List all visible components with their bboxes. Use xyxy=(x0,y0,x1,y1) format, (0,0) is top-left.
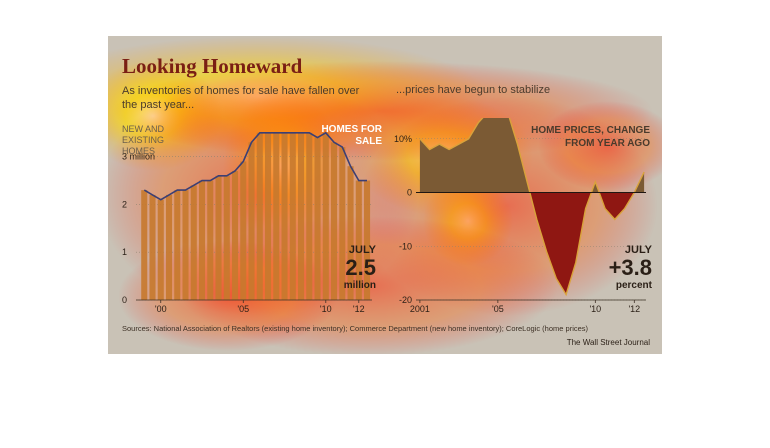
inventory-bar xyxy=(165,194,173,300)
positive-change-area xyxy=(419,118,645,193)
chart-figure: 0 1 2 3 million '00 '05 '10 '12 10% 0 -10 -20 2001 '… xyxy=(108,36,662,354)
x-tick-label: '10 xyxy=(589,304,601,314)
x-tick-label: '10 xyxy=(320,304,332,314)
inventory-bar xyxy=(347,166,354,300)
x-tick-label: '00 xyxy=(155,304,167,314)
left-series-label-b: HOMES FOR SALE xyxy=(302,124,382,148)
subtitle-right: ...prices have begun to stabilize xyxy=(396,84,551,96)
inventory-bar xyxy=(198,180,206,300)
left-label-line-2: EXISTING HOMES xyxy=(122,135,165,156)
inventory-bar xyxy=(231,171,239,300)
inventory-bar xyxy=(223,175,230,300)
source-note: Sources: National Association of Realtor… xyxy=(122,324,589,333)
x-tick-label: '12 xyxy=(628,304,640,314)
y-tick-label: 0 xyxy=(407,188,412,198)
inventory-bar-chart: 0 1 2 3 million '00 '05 '10 '12 xyxy=(122,131,372,314)
inventory-bar xyxy=(331,142,338,300)
y-tick-label: 3 million xyxy=(122,152,155,162)
inventory-bar xyxy=(182,190,189,300)
x-tick-label: '05 xyxy=(492,304,504,314)
inventory-callout-month: JULY xyxy=(348,244,376,256)
inventory-bar xyxy=(240,161,247,300)
price-callout-month: JULY xyxy=(624,244,652,256)
right-label-line-2: FROM YEAR AGO xyxy=(564,138,650,149)
price-change-line xyxy=(419,118,645,297)
inventory-bar xyxy=(339,147,346,300)
inventory-callout: JULY 2.5 million xyxy=(312,244,376,291)
left-label-line-4: SALE xyxy=(355,136,382,147)
subtitle-left: As inventories of homes for sale have fa… xyxy=(122,85,360,111)
heat-blob-10 xyxy=(538,101,662,191)
x-tick-label: '05 xyxy=(237,304,249,314)
inventory-trend-line xyxy=(143,131,367,201)
y-tick-label: -10 xyxy=(399,241,412,251)
inventory-bar xyxy=(364,180,371,300)
inventory-bar xyxy=(141,190,148,300)
inventory-bar xyxy=(322,132,329,300)
y-tick-label: 1 xyxy=(122,247,127,257)
inventory-bar xyxy=(273,132,280,300)
inventory-bar xyxy=(149,194,156,300)
inventory-bar xyxy=(289,132,296,300)
inventory-bar xyxy=(157,199,164,300)
credit-line: The Wall Street Journal xyxy=(566,338,650,347)
inventory-bar xyxy=(207,180,214,300)
negative-change-area xyxy=(419,192,645,295)
chart-title: Looking Homeward xyxy=(122,54,303,78)
y-tick-label: 2 xyxy=(122,199,127,209)
inventory-bar xyxy=(355,180,362,300)
price-callout: JULY +3.8 percent xyxy=(586,244,652,291)
price-callout-unit: percent xyxy=(615,280,652,291)
inventory-bar xyxy=(215,175,222,300)
price-callout-value: +3.8 xyxy=(608,255,652,280)
y-tick-label: 0 xyxy=(122,295,127,305)
left-series-label-a: NEW AND EXISTING HOMES xyxy=(122,124,192,157)
inventory-bar xyxy=(248,142,255,300)
inventory-callout-unit: million xyxy=(343,280,376,291)
inventory-bar xyxy=(298,132,305,300)
x-tick-label: '12 xyxy=(353,304,365,314)
left-label-line-3: HOMES FOR xyxy=(321,124,382,135)
inventory-bar xyxy=(190,185,197,300)
inventory-bar xyxy=(264,132,272,300)
inventory-callout-value: 2.5 xyxy=(345,255,376,280)
y-tick-label: 10% xyxy=(394,134,412,144)
inventory-bar xyxy=(256,132,263,300)
inventory-bar xyxy=(306,132,313,300)
inventory-bar xyxy=(281,132,288,300)
right-label-line-1: HOME PRICES, CHANGE xyxy=(531,125,650,136)
inventory-bar xyxy=(174,190,181,300)
left-label-line-1: NEW AND xyxy=(122,124,165,134)
y-tick-label: -20 xyxy=(399,295,412,305)
x-tick-label: 2001 xyxy=(410,304,430,314)
right-series-label: HOME PRICES, CHANGE FROM YEAR AGO xyxy=(500,124,650,150)
inventory-bar xyxy=(314,137,321,300)
